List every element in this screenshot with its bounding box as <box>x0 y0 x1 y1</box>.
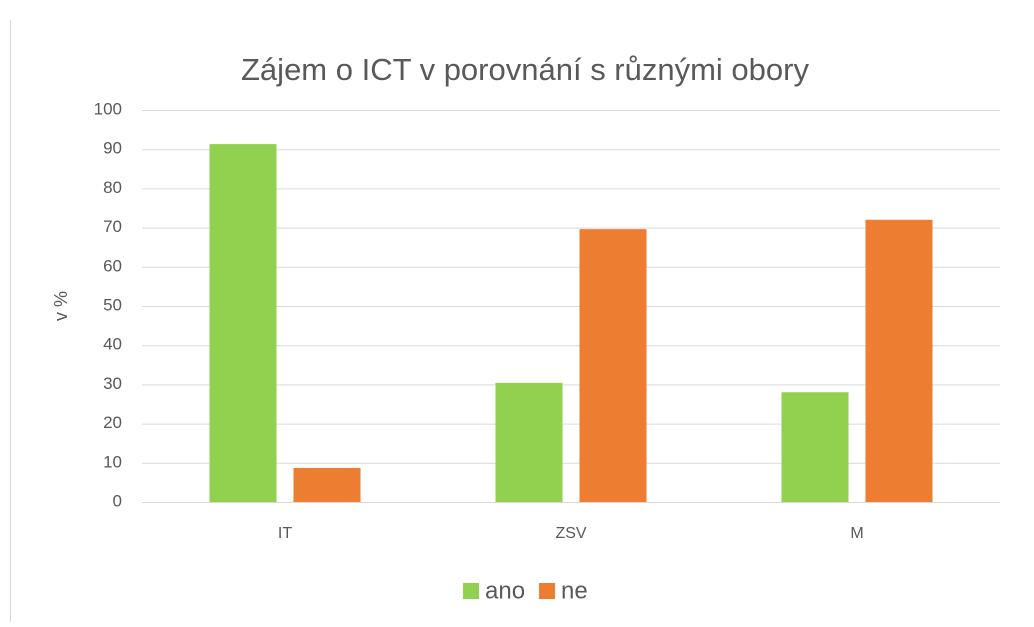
y-tick-label: 100 <box>94 99 122 118</box>
y-tick-label: 80 <box>103 178 122 197</box>
x-tick-label: ZSV <box>555 525 586 542</box>
bar <box>293 467 361 502</box>
bar <box>865 219 933 502</box>
bar <box>781 392 849 502</box>
x-tick-label: IT <box>278 525 292 542</box>
y-tick-label: 50 <box>103 295 122 314</box>
y-tick-label: 70 <box>103 217 122 236</box>
chart-title: Zájem o ICT v porovnání s různými obory <box>241 52 809 87</box>
y-tick-label: 10 <box>103 452 122 471</box>
y-tick-label: 0 <box>113 491 122 510</box>
y-tick-label: 40 <box>103 335 122 354</box>
y-tick-label: 30 <box>103 374 122 393</box>
bar <box>495 382 563 502</box>
legend-swatch <box>539 583 556 599</box>
y-tick-label: 60 <box>103 256 122 275</box>
y-tick-label: 90 <box>103 139 122 158</box>
legend-label: ano <box>485 577 525 604</box>
x-tick-label: M <box>850 525 863 542</box>
y-tick-label: 20 <box>103 413 122 432</box>
legend-swatch <box>463 583 479 599</box>
legend-label: ne <box>561 577 588 604</box>
bar <box>209 144 277 502</box>
y-axis-label: v % <box>51 291 71 321</box>
bar <box>579 229 647 502</box>
